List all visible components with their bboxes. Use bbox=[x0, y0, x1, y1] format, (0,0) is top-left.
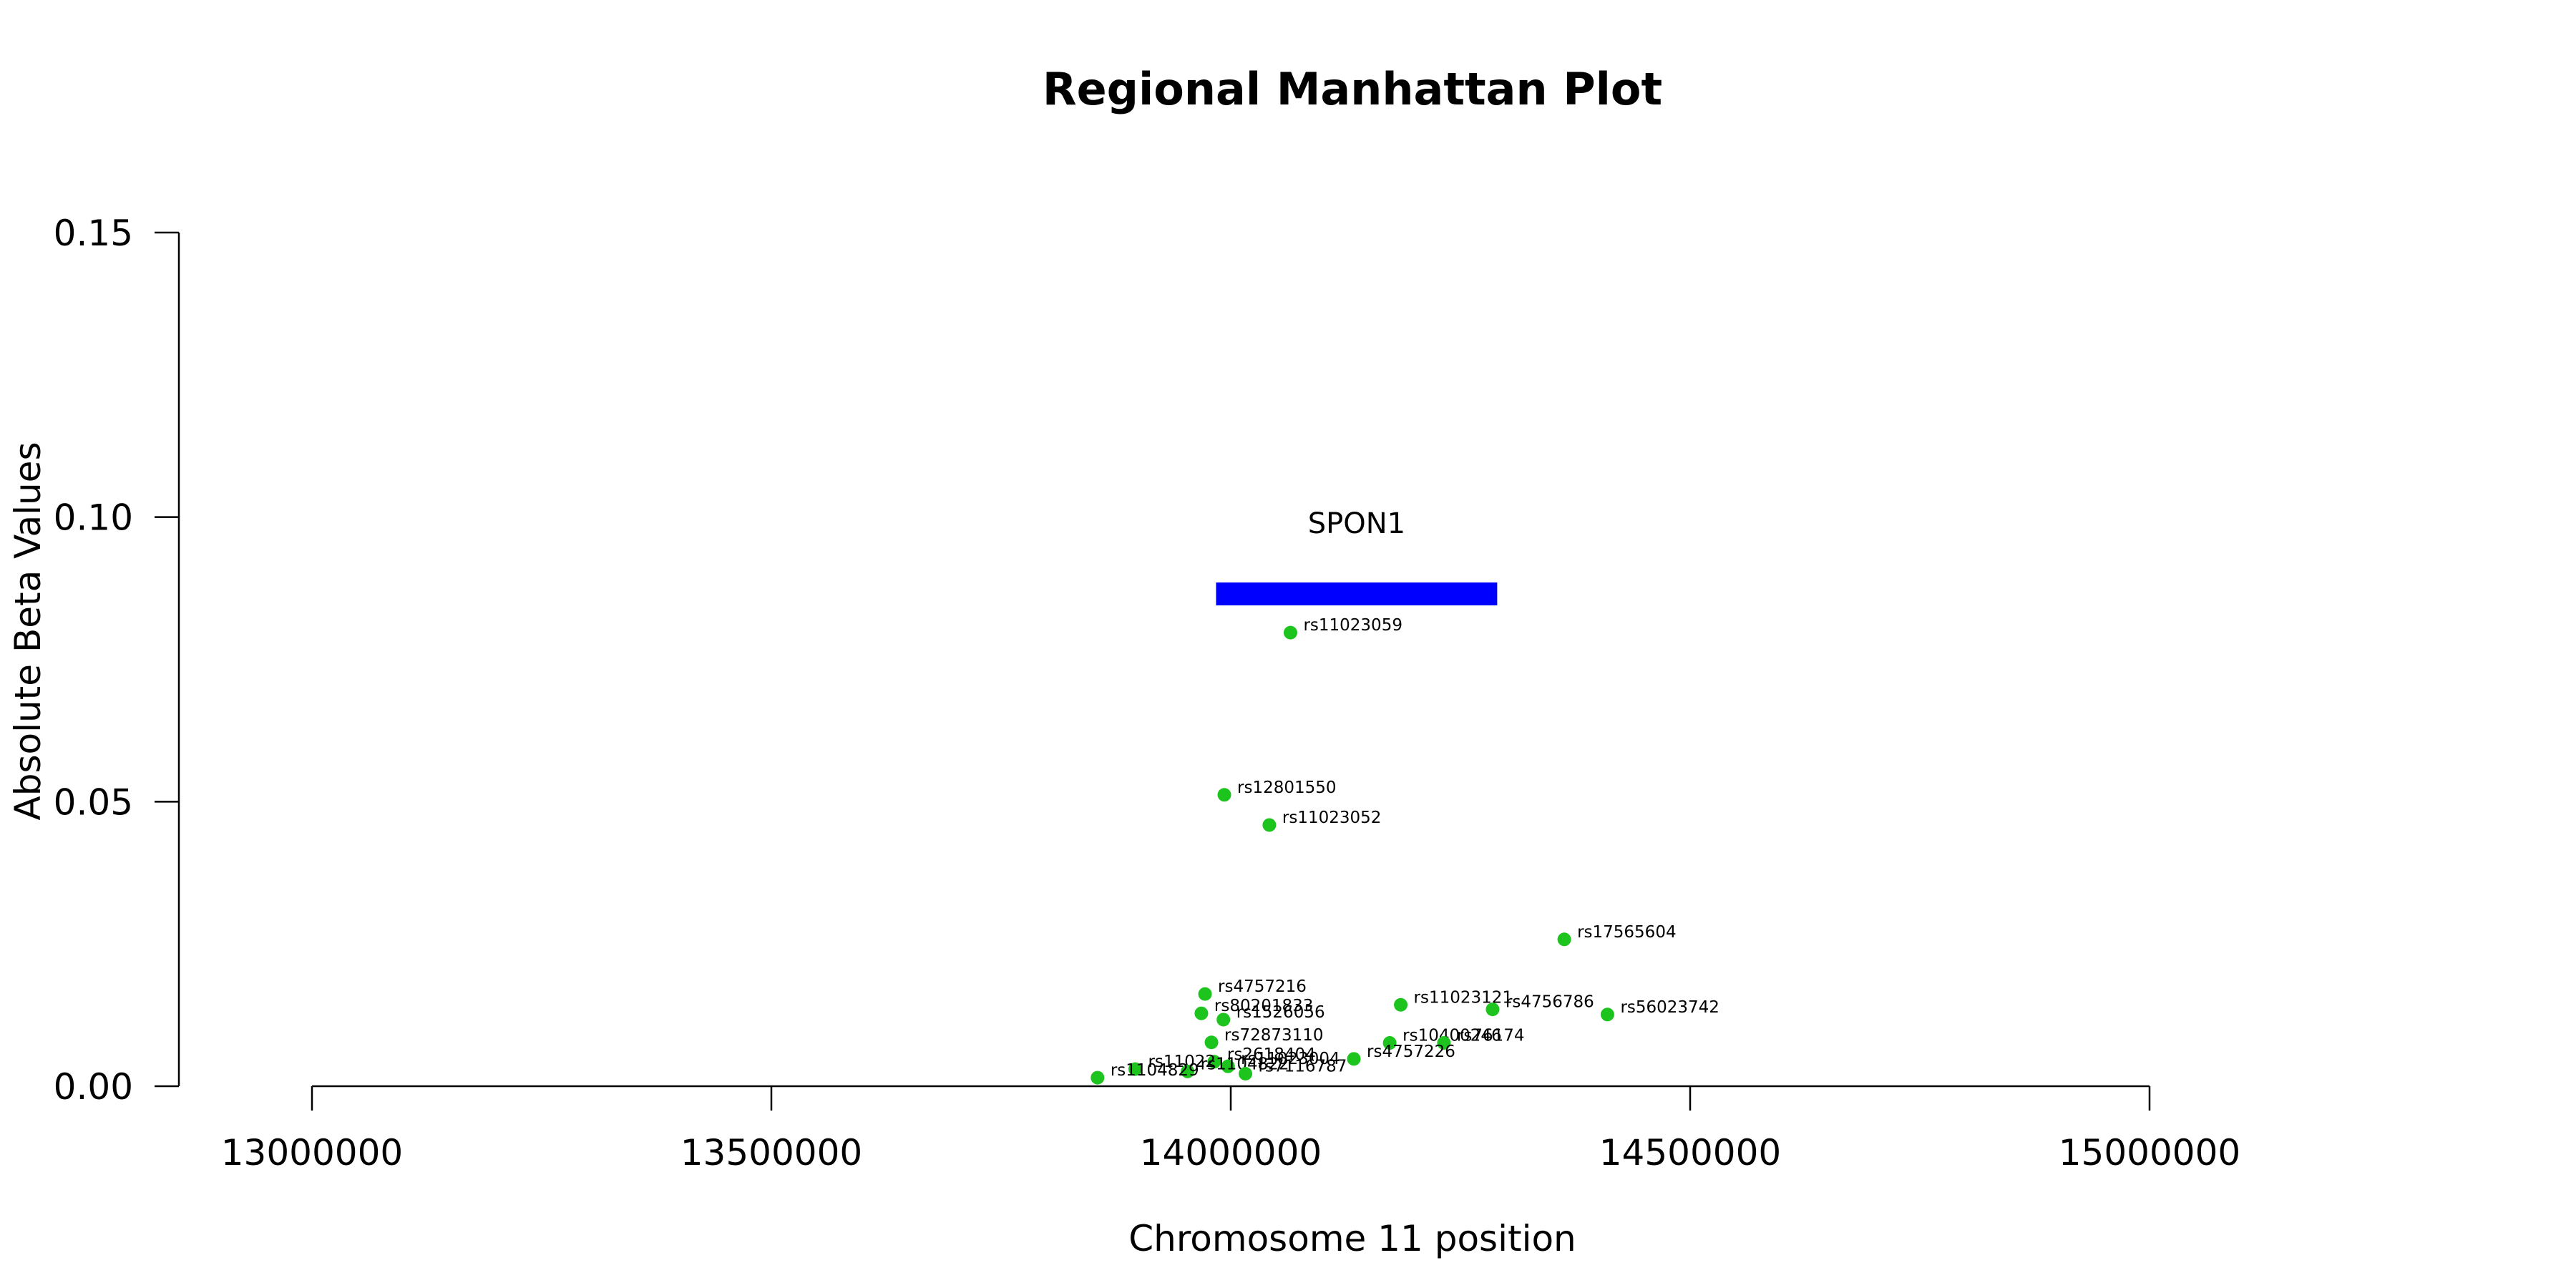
y-tick-label: 0.05 bbox=[54, 781, 133, 823]
snp-point bbox=[1128, 1062, 1142, 1076]
gene-track: SPON1 bbox=[1216, 507, 1498, 606]
snp-label: rs17565604 bbox=[1577, 923, 1677, 942]
snp-label: rs11023059 bbox=[1303, 616, 1402, 635]
snp-label: rs72873110 bbox=[1224, 1026, 1324, 1045]
snp-point bbox=[1437, 1036, 1451, 1050]
gene-bar bbox=[1216, 582, 1498, 606]
x-tick-label: 13000000 bbox=[221, 1132, 404, 1174]
snp-point bbox=[1207, 1055, 1221, 1069]
snp-point bbox=[1382, 1036, 1397, 1050]
snp-label: rs11023052 bbox=[1282, 809, 1382, 827]
snp-label: rs2618404 bbox=[1227, 1045, 1316, 1064]
snp-label: rs7116787 bbox=[1259, 1058, 1347, 1076]
x-axis-ticks: 13000000 13500000 14000000 14500000 15000000 bbox=[221, 1086, 2241, 1174]
snp-point bbox=[1557, 932, 1571, 947]
snp-point bbox=[1600, 1008, 1614, 1022]
snp-point bbox=[1216, 1013, 1231, 1027]
snp-points: rs11023059 rs12801550 rs11023052 rs17565604… bbox=[1091, 616, 1719, 1085]
snp-point bbox=[1485, 1002, 1500, 1017]
x-tick-label: 14500000 bbox=[1599, 1132, 1782, 1174]
snp-label: rs10400246 bbox=[1402, 1027, 1502, 1045]
snp-point bbox=[1347, 1052, 1361, 1066]
snp-label: rs80201833 bbox=[1214, 997, 1314, 1015]
y-tick-label: 0.00 bbox=[54, 1066, 133, 1108]
snp-point bbox=[1204, 1035, 1219, 1050]
x-tick-label: 13500000 bbox=[680, 1132, 863, 1174]
snp-label: rs11023121 bbox=[1414, 988, 1513, 1007]
snp-point bbox=[1394, 997, 1408, 1012]
snp-point bbox=[1283, 625, 1297, 640]
y-tick-label: 0.10 bbox=[54, 497, 133, 539]
snp-label: rs11023004 bbox=[1241, 1050, 1340, 1068]
snp-label: rs1526056 bbox=[1236, 1003, 1325, 1022]
snp-label: rs56023742 bbox=[1620, 998, 1719, 1017]
snp-label: rs4756786 bbox=[1506, 993, 1594, 1012]
x-tick-label: 14000000 bbox=[1140, 1132, 1322, 1174]
snp-label: rs12801550 bbox=[1237, 779, 1337, 797]
snp-point bbox=[1217, 788, 1231, 802]
x-axis-label: Chromosome 11 position bbox=[1128, 1218, 1576, 1259]
snp-point bbox=[1181, 1064, 1195, 1078]
snp-point bbox=[1239, 1067, 1253, 1081]
chart-title: Regional Manhattan Plot bbox=[1043, 63, 1662, 115]
y-axis-label: Absolute Beta Values bbox=[7, 442, 49, 821]
snp-label: rs1104829 bbox=[1111, 1061, 1199, 1080]
snp-label: rs4757216 bbox=[1218, 977, 1307, 996]
snp-label: rs4757226 bbox=[1367, 1043, 1455, 1061]
y-axis-ticks: 0.00 0.05 0.10 0.15 bbox=[54, 213, 179, 1108]
gene-label: SPON1 bbox=[1308, 507, 1405, 540]
snp-point bbox=[1221, 1059, 1235, 1073]
x-tick-label: 15000000 bbox=[2059, 1132, 2241, 1174]
snp-point bbox=[1194, 1006, 1209, 1020]
snp-point bbox=[1262, 818, 1277, 832]
snp-point bbox=[1091, 1070, 1105, 1085]
snp-label: rs76174 bbox=[1457, 1027, 1525, 1045]
y-tick-label: 0.15 bbox=[54, 213, 133, 254]
snp-point bbox=[1198, 987, 1212, 1001]
